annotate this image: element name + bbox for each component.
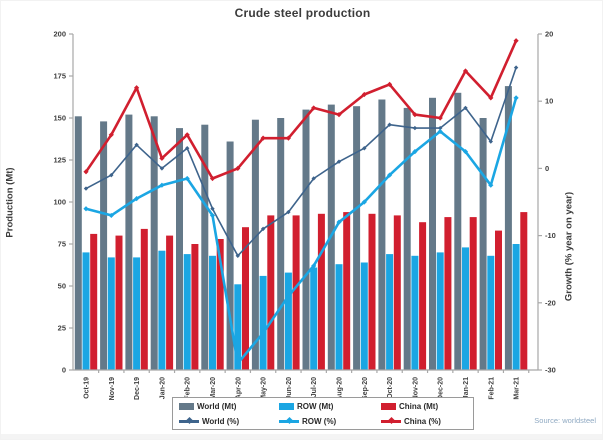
x-tick-label: Feb-21 [488,377,495,400]
x-tick-label: Sep-20 [362,377,369,400]
legend-label: China (%) [404,417,441,426]
x-tick-label: Oct-20 [387,377,394,399]
left-tick-label: 200 [53,30,66,39]
bars-china [90,212,528,370]
legend-label: World (Mt) [197,402,237,411]
left-tick-label: 175 [53,72,66,81]
row-line-swatch [279,417,299,425]
right-tick-label: -10 [545,231,556,240]
right-tick-label: -20 [545,298,556,307]
legend-label: ROW (Mt) [297,402,334,411]
left-tick-label: 25 [58,324,66,333]
x-tick-label: Jun-20 [286,377,293,400]
legend-item-row-mt: ROW (Mt) [279,402,381,411]
right-tick-label: 20 [545,30,553,39]
world-bar-swatch [179,403,194,410]
legend-item-china-mt: China (Mt) [381,402,477,411]
x-tick-label: Dec-19 [134,377,141,400]
left-tick-label: 100 [53,198,66,207]
line-china-pct-markers [83,38,519,182]
x-tick-label: Nov-19 [109,377,116,400]
chart-title: Crude steel production [234,6,371,20]
legend-item-world-pct: World (%) [179,417,279,426]
line-world-pct [85,67,517,257]
x-tick-label: Jul-20 [311,377,318,397]
line-world-pct-markers [83,65,519,258]
legend-label: ROW (%) [302,417,337,426]
legend-item-row-pct: ROW (%) [279,417,381,426]
right-tick-label: -30 [545,366,556,375]
left-axis-title: Production (Mt) [4,167,16,238]
left-tick-label: 150 [53,114,66,123]
line-china-pct [84,40,518,180]
line-row-pct [85,97,518,365]
x-tick-label: Aug-20 [337,377,344,401]
china-line-swatch [381,417,401,425]
x-tick-label: Nov-20 [412,377,419,400]
bars-row [82,244,520,370]
world-line-swatch [179,417,199,425]
x-tick-label: Jan-21 [463,377,470,399]
x-tick-label: May-20 [261,377,268,401]
left-tick-label: 0 [62,366,66,375]
bottom-strip [1,434,602,439]
row-bar-swatch [279,403,294,410]
left-tick-label: 50 [58,282,66,291]
right-tick-label: 10 [545,97,553,106]
legend-label: World (%) [202,417,240,426]
bars-world [74,86,512,371]
legend-item-world-mt: World (Mt) [179,402,279,411]
right-axis-title: Growth (% year on year) [563,191,575,302]
legend-label: China (Mt) [399,402,439,411]
line-row-pct-markers [83,95,519,366]
right-tick-label: 0 [545,164,549,173]
x-tick-label: Mar-20 [210,377,217,400]
left-tick-label: 75 [58,240,66,249]
china-bar-swatch [381,403,396,410]
legend: World (Mt) ROW (Mt) China (Mt) World (%)… [172,397,474,430]
x-tick-label: Oct-19 [84,377,91,399]
left-tick-label: 125 [53,156,66,165]
x-tick-label: Dec-20 [438,377,445,400]
x-tick-label: Feb-20 [185,377,192,400]
x-tick-label: Apr-20 [235,377,242,399]
x-tick-label: Jan-20 [159,377,166,399]
source-note: Source: worldsteel [534,416,596,425]
x-tick-label: Mar-21 [514,377,521,400]
legend-item-china-pct: China (%) [381,417,477,426]
